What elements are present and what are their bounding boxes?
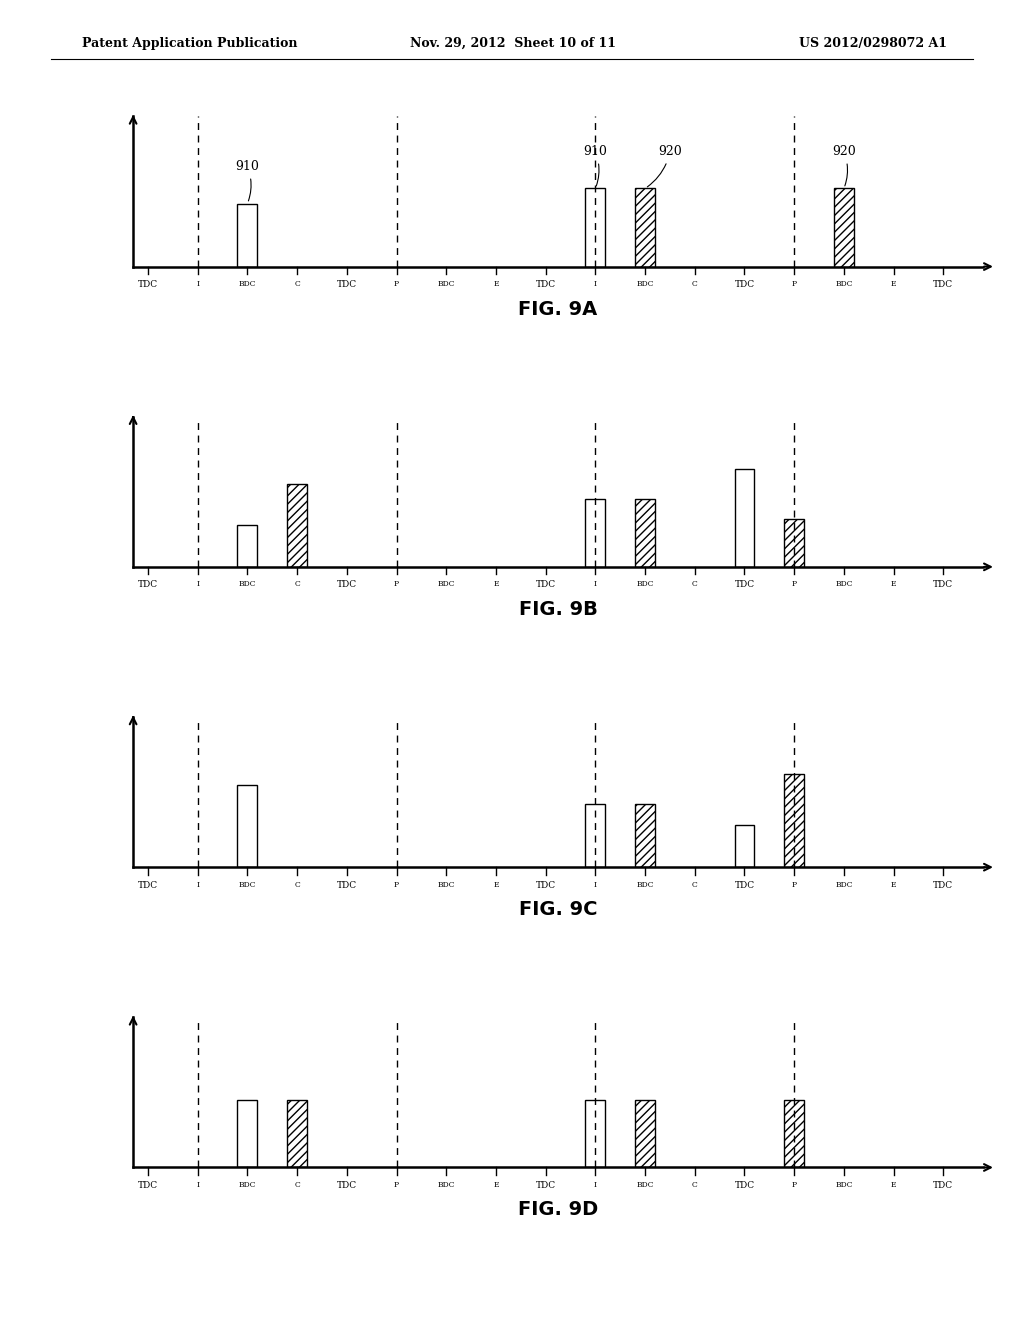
Text: BDC: BDC [437,581,455,589]
Text: I: I [197,280,200,288]
Text: TDC: TDC [933,1181,953,1191]
Text: BDC: BDC [437,1181,455,1189]
Text: 910: 910 [584,145,607,186]
Text: TDC: TDC [933,880,953,890]
Bar [784,519,804,566]
Text: E: E [891,1181,896,1189]
Text: BDC: BDC [636,581,653,589]
Bar [834,189,854,267]
Bar [635,189,655,267]
Text: I: I [594,1181,597,1189]
Text: TDC: TDC [138,581,158,590]
Text: I: I [594,880,597,888]
Text: P: P [394,880,399,888]
Bar [586,804,605,867]
Text: P: P [792,1181,797,1189]
Bar [238,1100,257,1167]
Bar [586,189,605,267]
Text: E: E [494,581,499,589]
Bar [287,484,307,566]
Text: TDC: TDC [337,280,357,289]
Text: BDC: BDC [239,1181,256,1189]
Text: I: I [197,1181,200,1189]
Bar [734,470,755,566]
Text: I: I [594,581,597,589]
Text: BDC: BDC [239,280,256,288]
Text: TDC: TDC [138,1181,158,1191]
Text: P: P [792,880,797,888]
Text: BDC: BDC [239,880,256,888]
Text: TDC: TDC [337,1181,357,1191]
Text: BDC: BDC [636,1181,653,1189]
Text: 910: 910 [236,161,259,201]
Text: BDC: BDC [836,581,853,589]
Text: TDC: TDC [734,880,755,890]
Bar [287,1100,307,1167]
Text: C: C [294,880,300,888]
Bar [238,203,257,267]
Text: 920: 920 [647,145,682,187]
Text: TDC: TDC [536,581,556,590]
Text: TDC: TDC [138,880,158,890]
Text: C: C [692,280,697,288]
Bar [586,499,605,566]
Text: TDC: TDC [734,581,755,590]
Bar [586,1100,605,1167]
Text: C: C [294,280,300,288]
Text: E: E [494,280,499,288]
Text: BDC: BDC [239,581,256,589]
Text: TDC: TDC [337,581,357,590]
Text: E: E [891,880,896,888]
Bar [784,1100,804,1167]
Text: BDC: BDC [636,880,653,888]
Text: C: C [692,1181,697,1189]
Text: P: P [792,280,797,288]
Bar [635,804,655,867]
Text: BDC: BDC [437,280,455,288]
Text: BDC: BDC [836,880,853,888]
Text: BDC: BDC [437,880,455,888]
Text: FIG. 9B: FIG. 9B [518,599,598,619]
Text: TDC: TDC [734,280,755,289]
Text: Nov. 29, 2012  Sheet 10 of 11: Nov. 29, 2012 Sheet 10 of 11 [410,37,615,50]
Text: TDC: TDC [734,1181,755,1191]
Text: TDC: TDC [536,880,556,890]
Text: Patent Application Publication: Patent Application Publication [82,37,297,50]
Text: FIG. 9A: FIG. 9A [518,300,598,318]
Bar [784,774,804,867]
Text: BDC: BDC [836,1181,853,1189]
Text: I: I [594,280,597,288]
Text: FIG. 9D: FIG. 9D [518,1200,598,1220]
Text: E: E [891,280,896,288]
Text: BDC: BDC [836,280,853,288]
Text: TDC: TDC [933,581,953,590]
Text: I: I [197,880,200,888]
Text: C: C [692,880,697,888]
Bar [635,499,655,566]
Text: P: P [394,1181,399,1189]
Text: C: C [692,581,697,589]
Text: E: E [891,581,896,589]
Text: E: E [494,1181,499,1189]
Text: C: C [294,581,300,589]
Bar [238,525,257,566]
Text: 920: 920 [831,145,856,186]
Text: TDC: TDC [933,280,953,289]
Text: TDC: TDC [138,280,158,289]
Text: C: C [294,1181,300,1189]
Text: P: P [394,280,399,288]
Text: P: P [394,581,399,589]
Bar [238,784,257,867]
Text: I: I [197,581,200,589]
Text: E: E [494,880,499,888]
Text: US 2012/0298072 A1: US 2012/0298072 A1 [799,37,947,50]
Bar [635,1100,655,1167]
Bar [734,825,755,867]
Text: P: P [792,581,797,589]
Text: TDC: TDC [536,280,556,289]
Text: BDC: BDC [636,280,653,288]
Text: TDC: TDC [337,880,357,890]
Text: FIG. 9C: FIG. 9C [519,900,597,919]
Text: TDC: TDC [536,1181,556,1191]
